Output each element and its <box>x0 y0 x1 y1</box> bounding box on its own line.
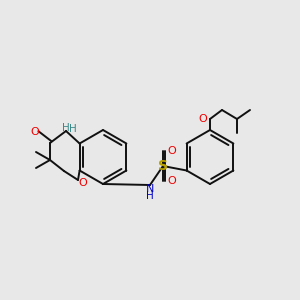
Text: H: H <box>146 191 154 201</box>
Text: O: O <box>168 146 176 156</box>
Text: H: H <box>62 123 70 133</box>
Text: O: O <box>79 178 87 188</box>
Text: H: H <box>69 124 77 134</box>
Text: O: O <box>199 114 207 124</box>
Text: O: O <box>31 127 39 137</box>
Text: N: N <box>146 184 154 194</box>
Text: O: O <box>168 176 176 186</box>
Text: S: S <box>158 159 168 173</box>
